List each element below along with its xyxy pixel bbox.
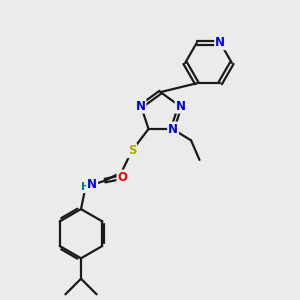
Text: S: S <box>128 144 136 157</box>
Text: N: N <box>87 178 97 191</box>
Text: N: N <box>215 36 225 49</box>
Text: N: N <box>168 122 178 136</box>
Text: O: O <box>117 170 128 184</box>
Text: N: N <box>176 100 185 113</box>
Text: N: N <box>136 100 146 113</box>
Text: H: H <box>81 182 90 192</box>
